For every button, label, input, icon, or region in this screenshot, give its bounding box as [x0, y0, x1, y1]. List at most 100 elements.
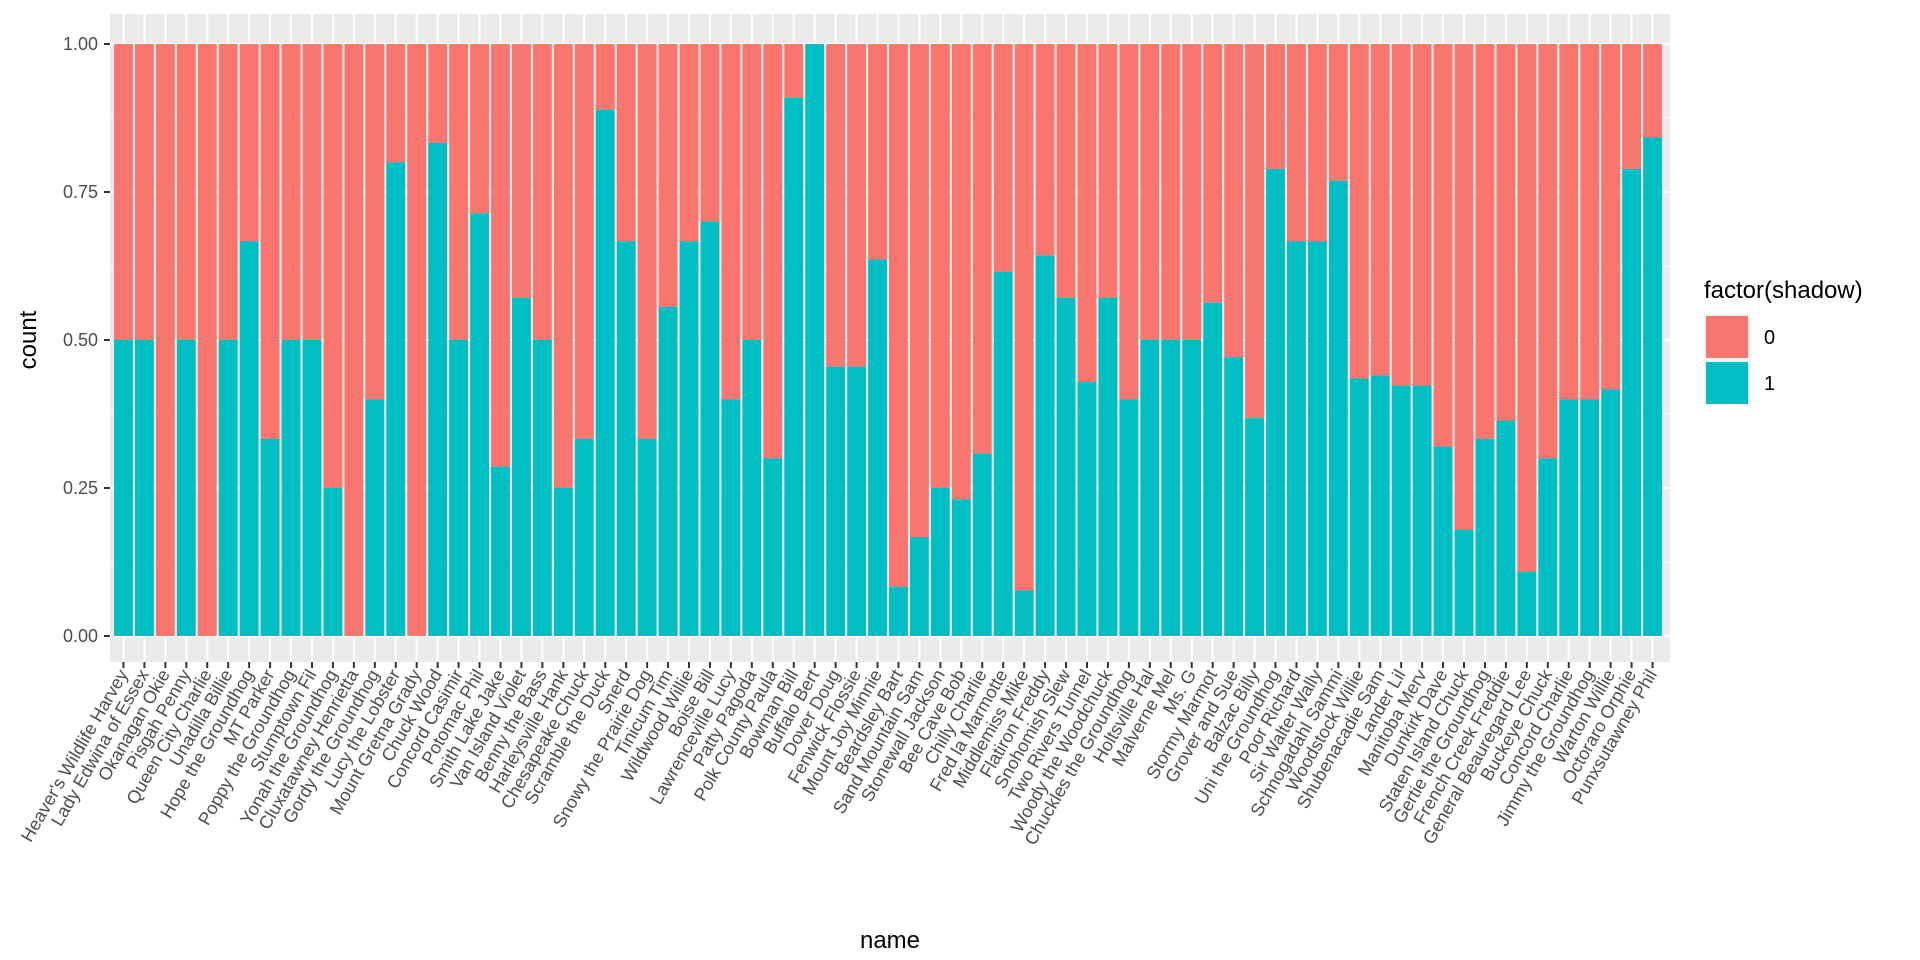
bar-segment-0 [1161, 44, 1181, 340]
bar-segment-1 [1391, 385, 1411, 636]
bars [114, 44, 1662, 637]
bar-segment-1 [763, 458, 783, 636]
x-axis-title: name [860, 927, 920, 954]
bar-segment-1 [1454, 530, 1474, 636]
bar-segment-0 [595, 44, 615, 110]
bar-segment-0 [1266, 44, 1285, 169]
bar-segment-1 [260, 438, 280, 636]
bar-segment-0 [1538, 44, 1558, 459]
bar-segment-1 [134, 340, 154, 636]
bar-segment-1 [1077, 382, 1097, 636]
bar-segment-0 [302, 44, 322, 340]
bar-segment-1 [658, 306, 678, 636]
bar-segment-0 [868, 44, 887, 260]
bar-segment-0 [679, 44, 699, 242]
bar-segment-1 [1580, 399, 1600, 636]
legend-label-0: 0 [1764, 327, 1775, 349]
bar-segment-0 [1328, 44, 1348, 181]
bar-segment-0 [114, 44, 133, 340]
bar-segment-1 [1245, 418, 1264, 636]
bar-segment-1 [805, 44, 825, 636]
bar-segment-1 [1266, 168, 1285, 637]
bar-segment-0 [993, 44, 1013, 272]
bar-segment-1 [1203, 302, 1223, 636]
bar-segment-0 [909, 44, 929, 538]
bar-segment-1 [1014, 590, 1034, 636]
y-tick-label: 0.25 [63, 478, 98, 498]
bar-segment-0 [218, 44, 238, 340]
bar-segment-1 [595, 109, 615, 637]
bar-segment-0 [512, 44, 531, 298]
bar-segment-0 [951, 44, 971, 500]
y-tick-label: 1.00 [63, 34, 98, 54]
bar-segment-1 [114, 340, 133, 636]
bar-segment-1 [930, 488, 950, 636]
bar-segment-1 [700, 221, 720, 636]
bar-segment-1 [553, 488, 573, 636]
bar-segment-1 [1098, 297, 1118, 636]
bar-segment-0 [1287, 44, 1306, 242]
bar-segment-0 [1475, 44, 1495, 439]
bar-segment-1 [281, 340, 301, 636]
bar-segment-1 [365, 399, 385, 636]
y-tick-label: 0.50 [63, 330, 98, 350]
bar-segment-1 [1370, 375, 1390, 636]
bar-segment-0 [1601, 44, 1621, 390]
bar-segment-1 [1559, 399, 1579, 636]
bar-segment-0 [260, 44, 280, 439]
bar-segment-1 [323, 488, 343, 636]
bar-segment-0 [155, 44, 175, 636]
bar-segment-1 [1475, 438, 1495, 636]
bar-segment-1 [616, 241, 636, 637]
y-axis-title: count [15, 310, 42, 369]
y-tick-label: 0.75 [63, 182, 98, 202]
bar-segment-1 [176, 340, 196, 636]
bar-segment-1 [972, 453, 992, 636]
bar-segment-0 [889, 44, 908, 587]
bar-segment-1 [470, 213, 489, 636]
y-tick-label: 0.00 [63, 626, 98, 646]
bar-segment-0 [742, 44, 762, 340]
bar-segment-1 [889, 586, 908, 636]
bar-segment-1 [784, 97, 804, 636]
bar-segment-0 [847, 44, 867, 367]
bar-segment-1 [1287, 241, 1306, 637]
bar-segment-1 [532, 340, 552, 636]
bar-segment-1 [1056, 297, 1076, 636]
bar-segment-1 [1161, 340, 1181, 636]
bar-segment-0 [386, 44, 406, 163]
bar-segment-0 [763, 44, 783, 459]
bar-segment-1 [1412, 385, 1432, 636]
bar-segment-1 [1224, 357, 1244, 636]
bar-segment-0 [1014, 44, 1034, 591]
bar-segment-1 [1349, 378, 1369, 636]
bar-segment-0 [491, 44, 510, 467]
bar-segment-1 [826, 366, 846, 636]
bar-segment-0 [1224, 44, 1244, 358]
bar-segment-0 [1140, 44, 1160, 340]
bar-segment-1 [1643, 137, 1662, 636]
bar-segment-1 [1538, 458, 1558, 636]
bar-segment-1 [993, 271, 1013, 636]
bar-segment-0 [1035, 44, 1055, 256]
bar-segment-0 [1622, 44, 1642, 169]
bar-segment-0 [784, 44, 804, 98]
bar-segment-0 [239, 44, 259, 242]
bar-segment-0 [1245, 44, 1264, 419]
bar-segment-0 [1391, 44, 1411, 386]
bar-segment-1 [428, 142, 448, 636]
bar-segment-0 [197, 44, 217, 636]
bar-segment-1 [742, 340, 762, 636]
bar-segment-0 [1643, 44, 1662, 138]
bar-segment-1 [1035, 255, 1055, 636]
legend-swatch-0 [1706, 316, 1748, 358]
bar-segment-0 [1203, 44, 1223, 303]
bar-segment-1 [679, 241, 699, 637]
bar-segment-0 [176, 44, 196, 340]
bar-segment-0 [344, 44, 364, 636]
bar-segment-1 [1182, 340, 1202, 636]
bar-segment-0 [1580, 44, 1600, 400]
bar-segment-0 [323, 44, 343, 488]
